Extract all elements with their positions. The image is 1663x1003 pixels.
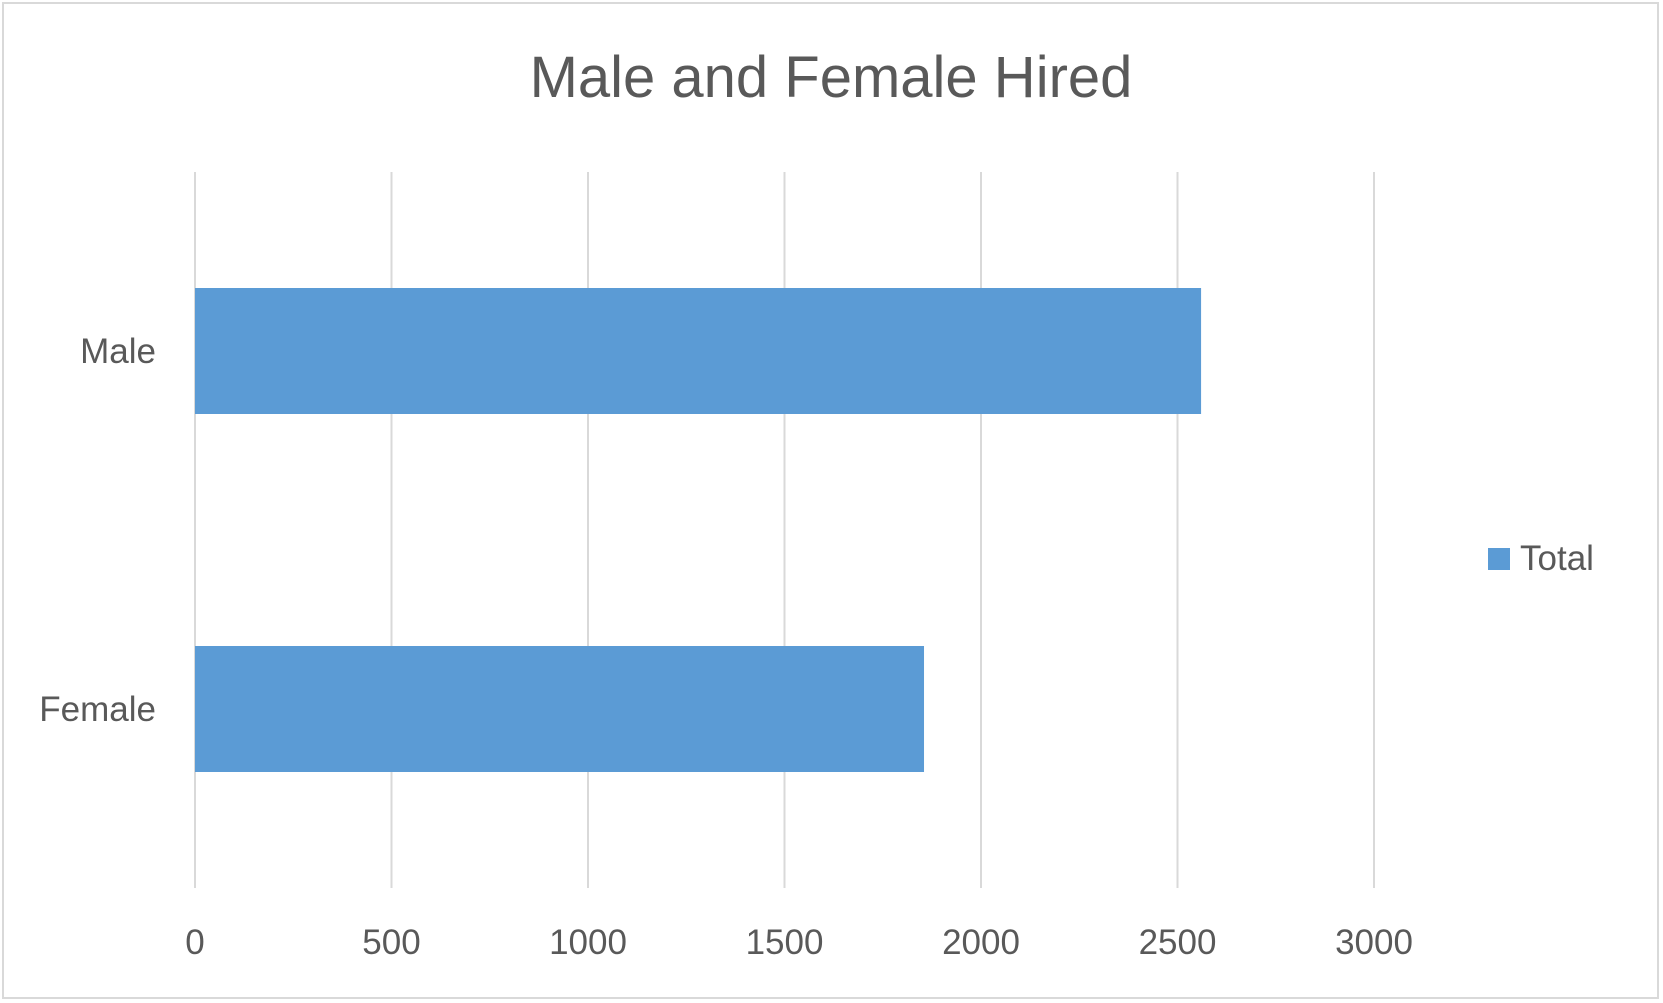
- bars: [195, 288, 1202, 772]
- bar-female: [195, 646, 925, 772]
- chart-title: Male and Female Hired: [530, 45, 1133, 110]
- x-tick-label: 1500: [746, 923, 824, 962]
- legend-label-total: Total: [1520, 539, 1594, 578]
- x-axis-ticks: 0 500 1000 1500 2000 2500 3000: [185, 923, 1413, 962]
- category-labels: Male Female: [39, 332, 156, 729]
- x-tick-label: 1000: [549, 923, 627, 962]
- bar-male: [195, 288, 1202, 414]
- legend: Total: [1488, 539, 1594, 578]
- category-label-male: Male: [80, 332, 156, 371]
- x-tick-label: 0: [185, 923, 204, 962]
- legend-swatch: [1488, 548, 1510, 570]
- category-label-female: Female: [39, 690, 156, 729]
- x-tick-label: 500: [362, 923, 420, 962]
- x-tick-label: 2500: [1139, 923, 1217, 962]
- x-tick-label: 3000: [1335, 923, 1413, 962]
- x-tick-label: 2000: [942, 923, 1020, 962]
- gridlines: [194, 172, 1375, 888]
